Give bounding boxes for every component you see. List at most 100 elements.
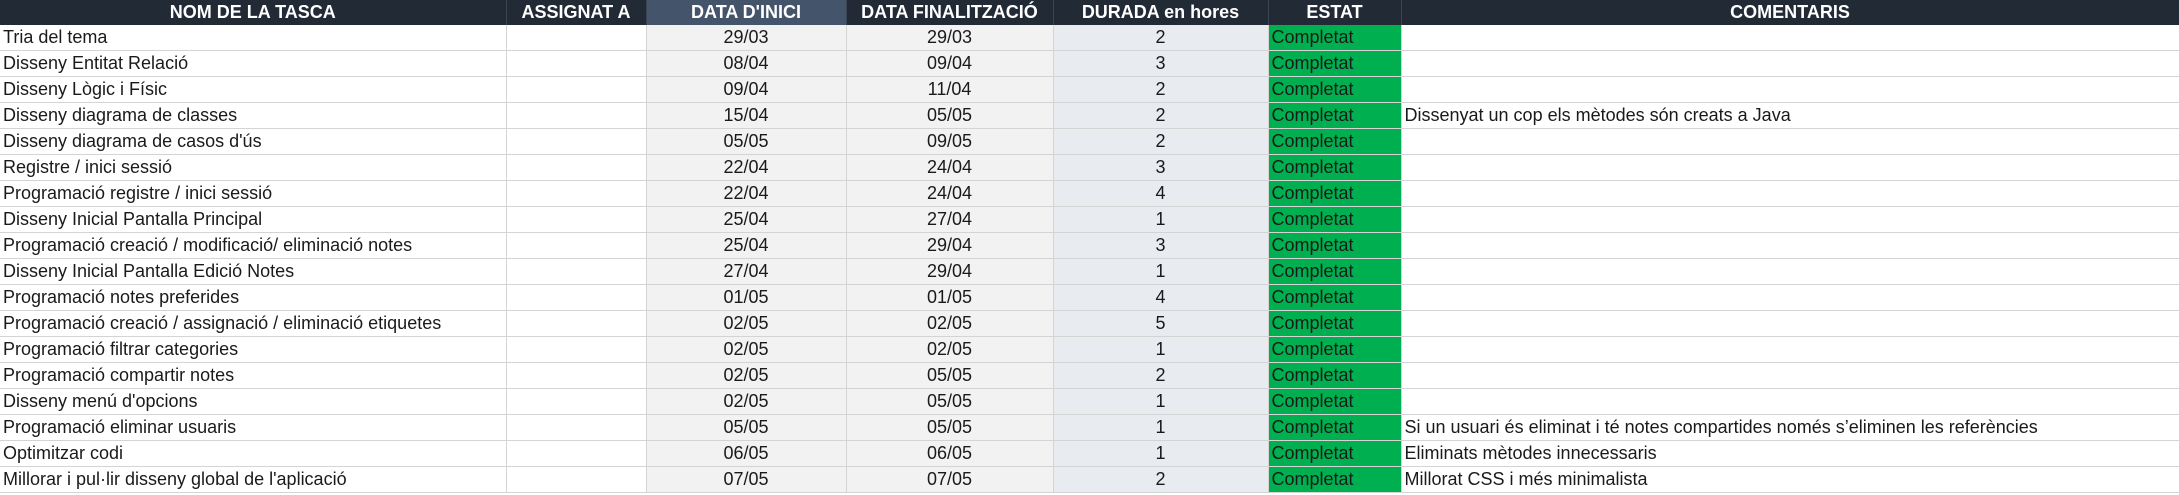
start-date-cell[interactable]: 22/04 [646, 154, 847, 181]
start-date-cell[interactable]: 29/03 [646, 25, 847, 51]
status-cell[interactable]: Completat [1268, 336, 1402, 363]
end-date-cell[interactable]: 29/03 [846, 25, 1054, 51]
start-date-cell[interactable]: 06/05 [646, 440, 847, 467]
assigned-cell[interactable] [506, 232, 647, 259]
task-name-cell[interactable]: Registre / inici sessió [0, 154, 507, 181]
header-comments[interactable]: COMENTARIS [1401, 0, 2179, 25]
duration-cell[interactable]: 2 [1053, 466, 1269, 493]
assigned-cell[interactable] [506, 25, 647, 51]
status-cell[interactable]: Completat [1268, 232, 1402, 259]
start-date-cell[interactable]: 25/04 [646, 206, 847, 233]
status-cell[interactable]: Completat [1268, 50, 1402, 77]
task-name-cell[interactable]: Disseny Lògic i Físic [0, 76, 507, 103]
assigned-cell[interactable] [506, 362, 647, 389]
end-date-cell[interactable]: 01/05 [846, 284, 1054, 311]
status-cell[interactable]: Completat [1268, 388, 1402, 415]
duration-cell[interactable]: 1 [1053, 440, 1269, 467]
end-date-cell[interactable]: 05/05 [846, 362, 1054, 389]
task-name-cell[interactable]: Tria del tema [0, 25, 507, 51]
task-name-cell[interactable]: Programació creació / modificació/ elimi… [0, 232, 507, 259]
assigned-cell[interactable] [506, 310, 647, 337]
assigned-cell[interactable] [506, 154, 647, 181]
end-date-cell[interactable]: 05/05 [846, 388, 1054, 415]
header-duration[interactable]: DURADA en hores [1053, 0, 1269, 25]
comment-cell[interactable] [1401, 362, 2179, 389]
comment-cell[interactable] [1401, 284, 2179, 311]
status-cell[interactable]: Completat [1268, 414, 1402, 441]
status-cell[interactable]: Completat [1268, 284, 1402, 311]
comment-cell[interactable] [1401, 128, 2179, 155]
duration-cell[interactable]: 4 [1053, 180, 1269, 207]
assigned-cell[interactable] [506, 206, 647, 233]
start-date-cell[interactable]: 02/05 [646, 310, 847, 337]
header-end-date[interactable]: DATA FINALITZACIÓ [846, 0, 1054, 25]
end-date-cell[interactable]: 07/05 [846, 466, 1054, 493]
duration-cell[interactable]: 1 [1053, 258, 1269, 285]
start-date-cell[interactable]: 02/05 [646, 388, 847, 415]
task-name-cell[interactable]: Disseny Inicial Pantalla Edició Notes [0, 258, 507, 285]
start-date-cell[interactable]: 27/04 [646, 258, 847, 285]
start-date-cell[interactable]: 22/04 [646, 180, 847, 207]
duration-cell[interactable]: 1 [1053, 336, 1269, 363]
end-date-cell[interactable]: 27/04 [846, 206, 1054, 233]
header-assigned[interactable]: ASSIGNAT A [506, 0, 647, 25]
assigned-cell[interactable] [506, 76, 647, 103]
status-cell[interactable]: Completat [1268, 128, 1402, 155]
assigned-cell[interactable] [506, 284, 647, 311]
start-date-cell[interactable]: 02/05 [646, 362, 847, 389]
comment-cell[interactable] [1401, 232, 2179, 259]
task-name-cell[interactable]: Disseny Inicial Pantalla Principal [0, 206, 507, 233]
start-date-cell[interactable]: 05/05 [646, 128, 847, 155]
status-cell[interactable]: Completat [1268, 362, 1402, 389]
assigned-cell[interactable] [506, 102, 647, 129]
status-cell[interactable]: Completat [1268, 206, 1402, 233]
comment-cell[interactable] [1401, 336, 2179, 363]
duration-cell[interactable]: 2 [1053, 128, 1269, 155]
duration-cell[interactable]: 4 [1053, 284, 1269, 311]
start-date-cell[interactable]: 01/05 [646, 284, 847, 311]
duration-cell[interactable]: 1 [1053, 206, 1269, 233]
comment-cell[interactable] [1401, 76, 2179, 103]
task-name-cell[interactable]: Programació creació / assignació / elimi… [0, 310, 507, 337]
status-cell[interactable]: Completat [1268, 25, 1402, 51]
duration-cell[interactable]: 3 [1053, 154, 1269, 181]
task-name-cell[interactable]: Disseny diagrama de classes [0, 102, 507, 129]
assigned-cell[interactable] [506, 258, 647, 285]
assigned-cell[interactable] [506, 50, 647, 77]
status-cell[interactable]: Completat [1268, 466, 1402, 493]
end-date-cell[interactable]: 09/04 [846, 50, 1054, 77]
duration-cell[interactable]: 3 [1053, 232, 1269, 259]
end-date-cell[interactable]: 24/04 [846, 154, 1054, 181]
task-name-cell[interactable]: Programació notes preferides [0, 284, 507, 311]
assigned-cell[interactable] [506, 440, 647, 467]
start-date-cell[interactable]: 07/05 [646, 466, 847, 493]
comment-cell[interactable] [1401, 310, 2179, 337]
task-name-cell[interactable]: Millorar i pul·lir disseny global de l'a… [0, 466, 507, 493]
duration-cell[interactable]: 2 [1053, 76, 1269, 103]
comment-cell[interactable] [1401, 180, 2179, 207]
status-cell[interactable]: Completat [1268, 180, 1402, 207]
status-cell[interactable]: Completat [1268, 258, 1402, 285]
end-date-cell[interactable]: 24/04 [846, 180, 1054, 207]
comment-cell[interactable]: Eliminats mètodes innecessaris [1401, 440, 2179, 467]
start-date-cell[interactable]: 02/05 [646, 336, 847, 363]
assigned-cell[interactable] [506, 414, 647, 441]
end-date-cell[interactable]: 02/05 [846, 310, 1054, 337]
task-name-cell[interactable]: Programació eliminar usuaris [0, 414, 507, 441]
end-date-cell[interactable]: 29/04 [846, 232, 1054, 259]
assigned-cell[interactable] [506, 466, 647, 493]
status-cell[interactable]: Completat [1268, 310, 1402, 337]
start-date-cell[interactable]: 15/04 [646, 102, 847, 129]
task-name-cell[interactable]: Disseny diagrama de casos d'ús [0, 128, 507, 155]
header-status[interactable]: ESTAT [1268, 0, 1402, 25]
header-task[interactable]: NOM DE LA TASCA [0, 0, 507, 25]
end-date-cell[interactable]: 09/05 [846, 128, 1054, 155]
header-start-date[interactable]: DATA D'INICI [646, 0, 847, 25]
duration-cell[interactable]: 1 [1053, 414, 1269, 441]
comment-cell[interactable] [1401, 50, 2179, 77]
status-cell[interactable]: Completat [1268, 102, 1402, 129]
status-cell[interactable]: Completat [1268, 440, 1402, 467]
comment-cell[interactable]: Dissenyat un cop els mètodes són creats … [1401, 102, 2179, 129]
task-name-cell[interactable]: Disseny menú d'opcions [0, 388, 507, 415]
end-date-cell[interactable]: 05/05 [846, 102, 1054, 129]
